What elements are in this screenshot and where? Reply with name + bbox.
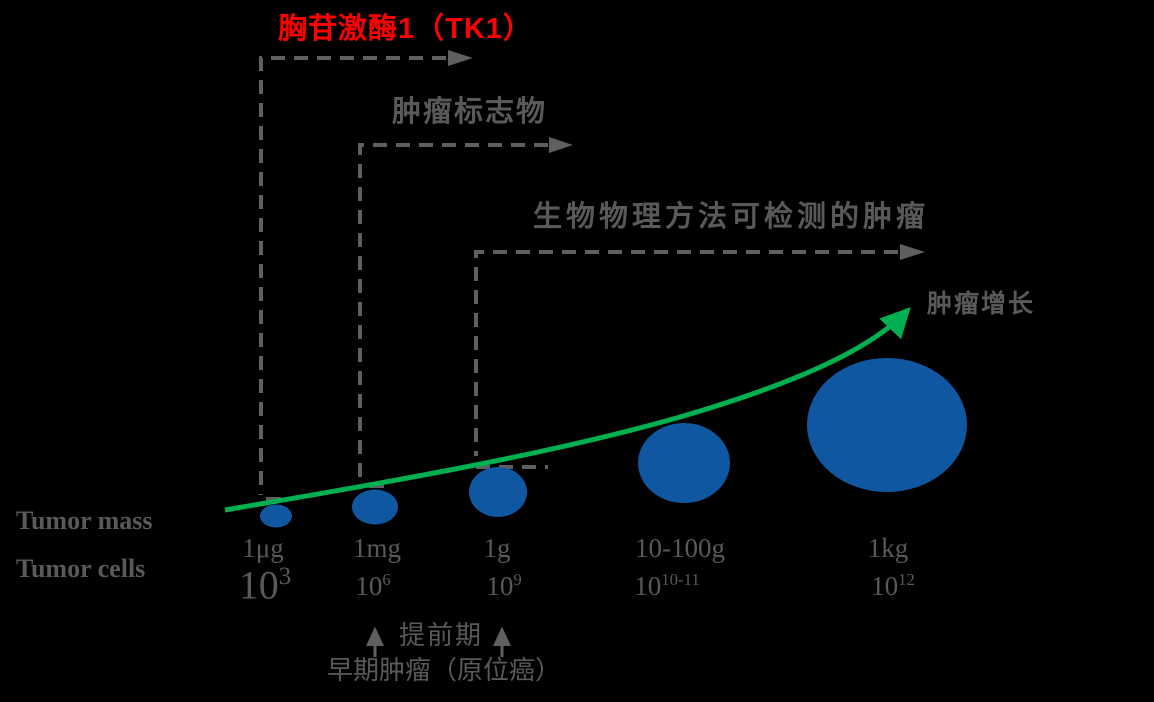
biophysical-arrow-icon bbox=[900, 244, 925, 260]
cells-exponent: 12 bbox=[898, 570, 915, 589]
tumor-growth-curve bbox=[224, 307, 911, 513]
stage-mass-10-100g: 10-100g bbox=[635, 533, 725, 563]
stage-cells-10e6: 106 bbox=[355, 570, 391, 602]
cells-exponent: 10-11 bbox=[661, 570, 700, 589]
stage-mass-1g: 1g bbox=[483, 533, 511, 563]
stage-cells-10e3: 103 bbox=[239, 563, 291, 607]
tumor-marker-label: 肿瘤标志物 bbox=[392, 96, 548, 128]
early-tumor-label: 早期肿瘤（原位癌） bbox=[326, 656, 562, 685]
lead-time-label: 提前期 bbox=[398, 621, 484, 650]
cells-base: 10 bbox=[871, 571, 899, 601]
stage-mass-1mg: 1mg bbox=[352, 533, 402, 563]
stage-mass-1ug: 1μg bbox=[242, 533, 284, 563]
stage-cells-10e10-11: 1010-11 bbox=[634, 570, 700, 602]
cells-exponent: 3 bbox=[278, 563, 292, 590]
tumor-circle-1ug bbox=[260, 504, 292, 528]
tk1-title: 胸苷激酶1（TK1） bbox=[278, 13, 533, 45]
tumor-circle-1kg bbox=[807, 358, 967, 492]
cells-exponent: 9 bbox=[513, 570, 522, 589]
tumor-circle-10-100g bbox=[638, 423, 730, 503]
tumor-marker-arrow-icon bbox=[549, 137, 573, 153]
biophysical-detectable-label: 生物物理方法可检测的肿瘤 bbox=[533, 201, 930, 233]
cells-base: 10 bbox=[355, 571, 383, 601]
cells-exponent: 6 bbox=[382, 570, 391, 589]
stage-cells-10e9: 109 bbox=[486, 570, 522, 602]
stage-cells-10e12: 1012 bbox=[871, 570, 915, 602]
tumor-mass-axis-label: Tumor mass bbox=[16, 506, 153, 535]
biophysical-threshold-dashed-line bbox=[474, 250, 898, 456]
tk1-threshold-dashed-line bbox=[259, 56, 446, 495]
stage-mass-1kg: 1kg bbox=[867, 533, 909, 563]
tumor-marker-threshold-dashed-line bbox=[358, 143, 548, 481]
tumor-cells-axis-label: Tumor cells bbox=[16, 554, 146, 583]
cells-base: 10 bbox=[634, 571, 662, 601]
tk1-arrow-icon bbox=[448, 50, 473, 66]
cells-base: 10 bbox=[486, 571, 514, 601]
tumor-circle-1mg bbox=[352, 489, 398, 525]
cells-base: 10 bbox=[238, 562, 279, 608]
tumor-growth-label: 肿瘤增长 bbox=[927, 290, 1036, 318]
tumor-circle-1g bbox=[469, 467, 527, 517]
